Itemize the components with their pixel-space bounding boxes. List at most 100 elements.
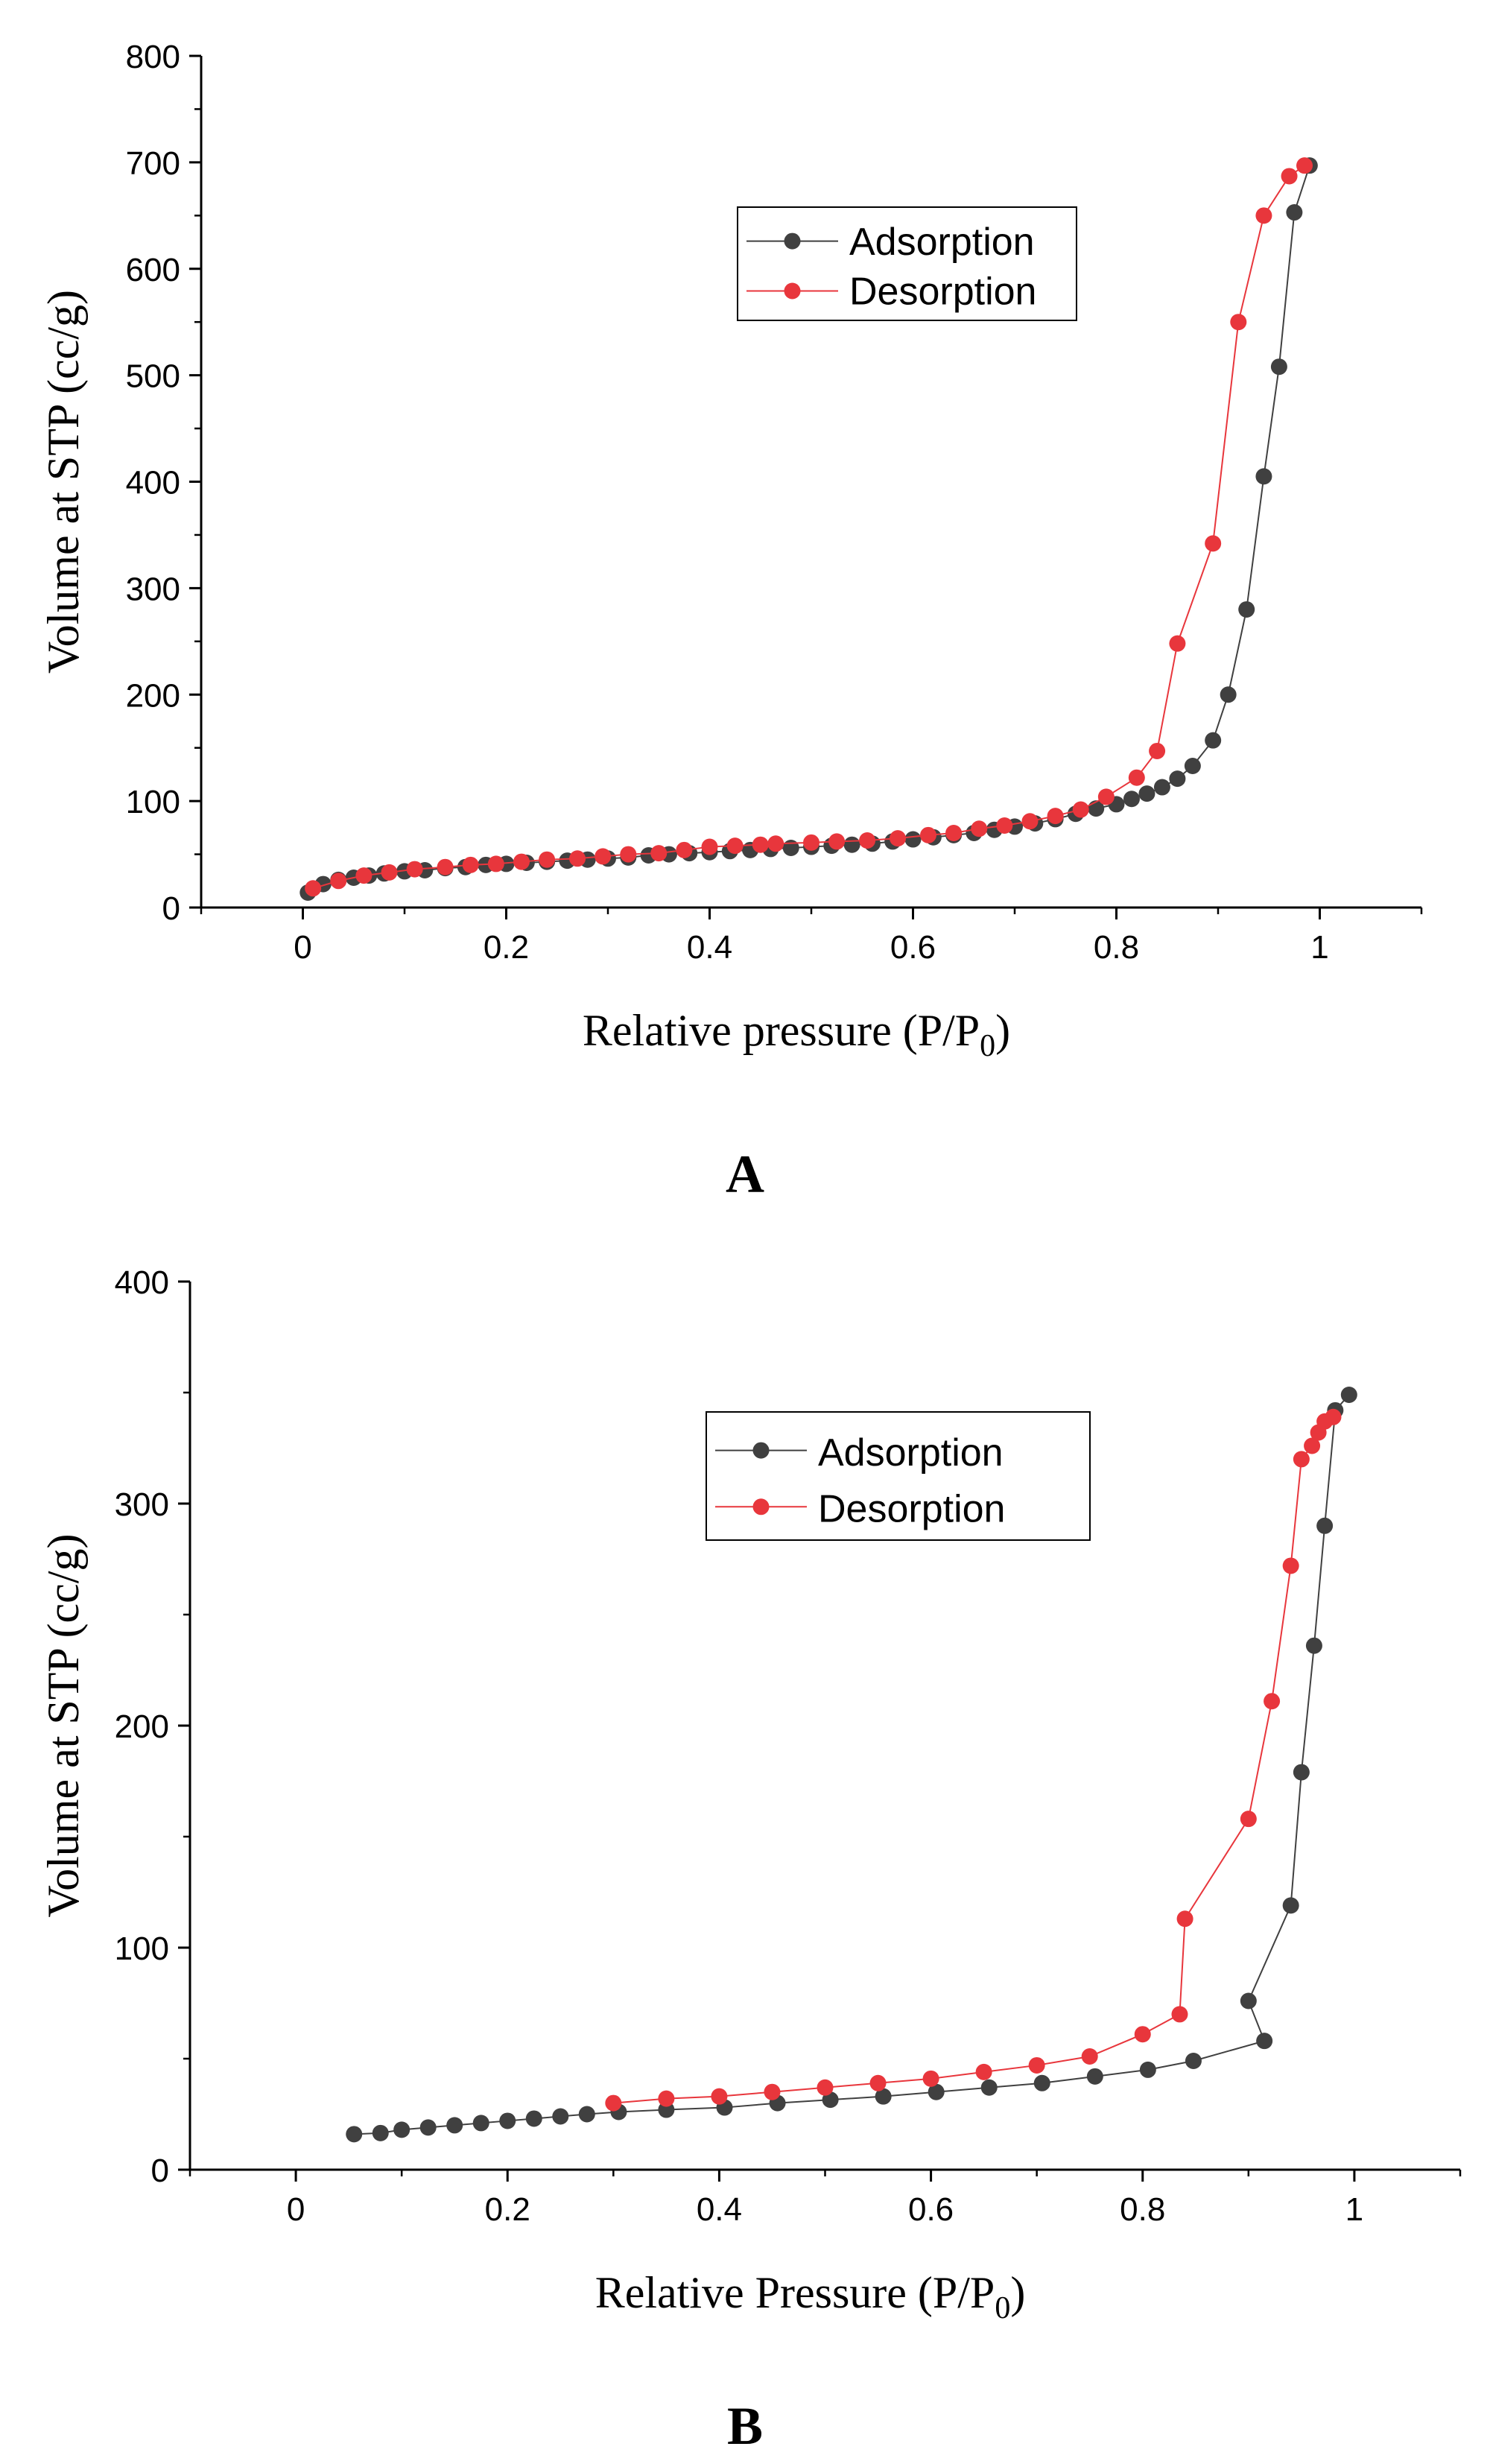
data-point: [1033, 2074, 1050, 2091]
x-tick-label: 0.6: [908, 2191, 954, 2228]
data-point: [1281, 168, 1298, 185]
data-point: [1316, 1517, 1334, 1534]
legend-label: Adsorption: [818, 1431, 1004, 1475]
data-point: [1184, 757, 1201, 774]
data-point: [1169, 635, 1186, 652]
x-tick-label: 0.4: [697, 2191, 742, 2228]
series-desorption: [305, 157, 1313, 897]
data-point: [1123, 791, 1140, 808]
legend-label: Desorption: [818, 1488, 1005, 1531]
x-axis-title: Relative pressure (P/P0): [583, 1006, 1010, 1063]
data-point: [472, 2115, 489, 2132]
data-point: [1128, 769, 1145, 786]
data-point: [1304, 1437, 1321, 1454]
data-point: [1255, 468, 1272, 485]
data-point: [711, 2088, 728, 2105]
data-point: [1021, 813, 1039, 830]
data-point: [996, 817, 1013, 834]
data-point: [922, 2070, 939, 2087]
data-point: [817, 2079, 834, 2096]
data-point: [919, 826, 936, 843]
data-point: [305, 880, 322, 897]
x-tick-label: 0.6: [890, 929, 936, 966]
data-point: [1270, 358, 1287, 376]
data-point: [1171, 2006, 1188, 2023]
data-point: [869, 2074, 887, 2091]
y-tick-label: 600: [126, 252, 180, 288]
data-point: [1081, 2048, 1098, 2065]
data-point: [1305, 1637, 1322, 1654]
data-point: [1238, 601, 1255, 618]
data-point: [1153, 779, 1170, 796]
y-tick-label: 100: [126, 784, 180, 820]
data-point: [676, 841, 693, 858]
data-point: [764, 2083, 781, 2100]
data-point: [1220, 686, 1237, 703]
data-point: [752, 836, 769, 853]
data-point: [658, 2090, 675, 2107]
legend-marker: [784, 282, 801, 300]
data-point: [1240, 1992, 1257, 2009]
data-point: [1293, 1764, 1310, 1781]
data-point: [1185, 2052, 1202, 2069]
legend: Adsorption Desorption: [737, 206, 1077, 321]
panel-label-a: A: [726, 1144, 764, 1204]
data-point: [726, 837, 744, 855]
data-point: [1286, 204, 1303, 221]
x-tick-label: 0.8: [1120, 2191, 1165, 2228]
data-point: [843, 836, 860, 853]
legend-marker: [784, 232, 801, 250]
data-point: [822, 2091, 839, 2109]
data-point: [1169, 770, 1186, 788]
data-point: [1176, 1910, 1193, 1928]
legend-marker: [752, 1498, 770, 1516]
x-tick-label: 0: [287, 2191, 305, 2228]
data-point: [513, 853, 530, 870]
data-point: [499, 2112, 516, 2129]
legend-label: Adsorption: [849, 221, 1035, 264]
data-point: [945, 824, 963, 841]
legend: Adsorption Desorption: [706, 1411, 1091, 1541]
data-point: [525, 2110, 542, 2127]
x-tick-label: 0.2: [485, 2191, 530, 2228]
data-point: [980, 2079, 998, 2096]
data-point: [1282, 1897, 1299, 1914]
x-tick-label: 0: [294, 929, 311, 966]
legend-box: [737, 206, 1077, 321]
series-adsorption: [346, 1386, 1357, 2143]
x-tick-label: 0.2: [484, 929, 529, 966]
data-point: [1205, 732, 1222, 749]
data-point: [1282, 1557, 1299, 1574]
x-tick-label: 1: [1345, 2191, 1363, 2228]
data-point: [859, 832, 876, 849]
data-point: [1072, 801, 1089, 818]
y-axis-title: Volume at STP (cc/g): [39, 1534, 88, 1918]
data-point: [1255, 207, 1272, 224]
data-point: [1205, 535, 1222, 552]
legend-label: Desorption: [849, 270, 1036, 314]
y-tick-label: 200: [115, 1708, 169, 1745]
y-axis-title: Volume at STP (cc/g): [39, 290, 88, 674]
data-point: [1097, 788, 1115, 805]
x-tick-label: 0.8: [1094, 929, 1139, 966]
y-tick-label: 500: [126, 358, 180, 395]
data-point: [828, 833, 846, 850]
data-point: [1047, 808, 1064, 825]
data-point: [372, 2124, 389, 2141]
y-tick-label: 0: [162, 890, 180, 927]
data-point: [419, 2119, 437, 2136]
series-desorption: [605, 1408, 1342, 2112]
legend-marker: [752, 1442, 770, 1459]
data-point: [904, 831, 922, 848]
y-tick-label: 200: [126, 677, 180, 714]
data-point: [971, 820, 988, 837]
data-point: [605, 2094, 622, 2112]
data-point: [701, 838, 718, 855]
y-tick-label: 100: [115, 1931, 169, 1967]
data-point: [1086, 2068, 1103, 2085]
data-point: [346, 2126, 363, 2143]
data-point: [1138, 785, 1155, 802]
data-point: [875, 2088, 892, 2105]
data-point: [437, 858, 454, 875]
